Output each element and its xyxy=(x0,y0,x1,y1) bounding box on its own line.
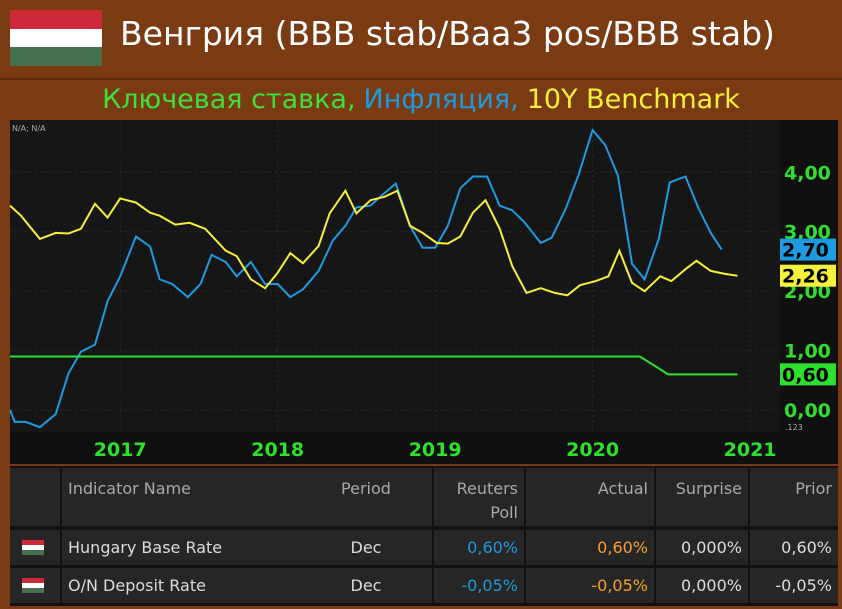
end-label: 2,26 xyxy=(782,266,829,288)
table-cell: 0,000% xyxy=(656,530,748,565)
table-cell: Period xyxy=(300,468,432,526)
corner-note: N/A; N/A xyxy=(12,124,46,133)
table-cell: Surprise xyxy=(656,468,748,526)
table-cell: Actual xyxy=(526,468,654,526)
table-cell: -0,05% xyxy=(526,568,654,603)
line-series xyxy=(9,188,738,297)
cell-text: 0,60% xyxy=(467,538,518,557)
cell-text: Period xyxy=(341,479,391,498)
cell-text: O/N Deposit Rate xyxy=(68,576,206,595)
end-label-box xyxy=(780,264,836,287)
cell-text: 0,60% xyxy=(781,538,832,557)
cell-text: 0,000% xyxy=(680,576,742,595)
cell-text: Surprise xyxy=(675,479,742,498)
table-cell: Indicator Name xyxy=(62,468,302,526)
x-tick-label: 2017 xyxy=(94,439,147,461)
table-cell: O/N Deposit Rate xyxy=(62,568,302,603)
subtitle-part: 10Y Benchmark xyxy=(526,84,740,115)
y-tick-label: 3,00 xyxy=(784,222,831,244)
table-cell: -0,05% xyxy=(434,568,524,603)
flag-icon xyxy=(22,540,44,555)
cell-text: Hungary Base Rate xyxy=(68,538,223,557)
cell-text: Actual xyxy=(597,479,648,498)
table-cell: Prior xyxy=(750,468,838,526)
table-cell: Reuters Poll xyxy=(434,468,524,526)
table-cell: Hungary Base Rate xyxy=(62,530,302,565)
scale-note: .123 xyxy=(785,423,803,432)
cell-text: Indicator Name xyxy=(68,479,191,498)
cell-text: 0,000% xyxy=(680,538,742,557)
y-tick-label: 0,00 xyxy=(784,400,831,422)
title: Венгрия (BBB stab/Baa3 pos/BBB stab) xyxy=(120,14,775,53)
table: Indicator Name Period Reuters Poll Actual Su… xyxy=(10,466,838,606)
cell-text: Dec xyxy=(350,538,382,557)
table-cell xyxy=(10,468,60,526)
table-cell xyxy=(10,530,60,565)
y-tick-label: 4,00 xyxy=(784,162,831,184)
table-cell: Dec xyxy=(300,568,432,603)
cell-text: -0,05% xyxy=(591,576,648,595)
cell-text: Prior xyxy=(795,479,832,498)
cell-text: Reuters Poll xyxy=(456,479,518,522)
table-cell: 0,60% xyxy=(526,530,654,565)
table-cell: -0,05% xyxy=(750,568,838,603)
end-label: 0,60 xyxy=(782,364,829,386)
subtitle-part: Инфляция, xyxy=(363,84,519,115)
table-cell: 0,000% xyxy=(656,568,748,603)
cell-text: -0,05% xyxy=(461,576,518,595)
table-cell: 0,60% xyxy=(434,530,524,565)
subtitle-part: Ключевая ставка, xyxy=(102,84,356,115)
cell-text: Dec xyxy=(350,576,382,595)
x-tick-label: 2021 xyxy=(724,439,777,461)
flag-icon xyxy=(22,578,44,593)
flag xyxy=(10,10,102,66)
x-tick-label: 2020 xyxy=(566,439,619,461)
x-tick-label: 2019 xyxy=(409,439,462,461)
end-label: 2,70 xyxy=(782,240,829,262)
end-label-box xyxy=(780,363,836,386)
table-cell xyxy=(10,568,60,603)
cell-text: -0,05% xyxy=(775,576,832,595)
line-series xyxy=(10,355,738,376)
table-cell: 0,60% xyxy=(750,530,838,565)
x-tick-label: 2018 xyxy=(251,439,304,461)
cell-text: 0,60% xyxy=(597,538,648,557)
y-tick-label: 1,00 xyxy=(784,341,831,363)
end-label-box xyxy=(780,238,836,261)
subtitle: Ключевая ставка, Инфляция, 10Y Benchmark xyxy=(0,78,842,120)
table-cell: Dec xyxy=(300,530,432,565)
